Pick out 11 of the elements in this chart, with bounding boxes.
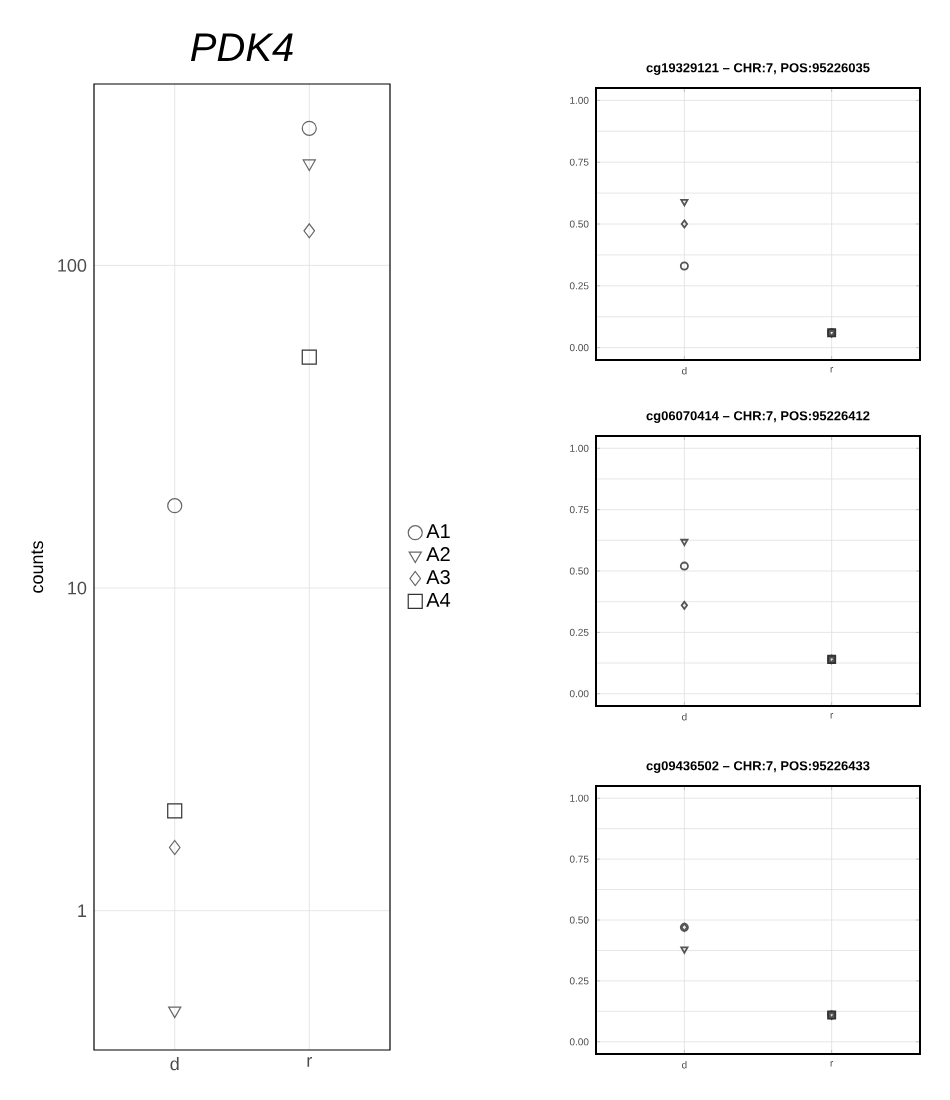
y-tick-label: 10	[68, 581, 87, 595]
legend-label: A3	[426, 570, 450, 585]
y-axis-title: counts	[31, 541, 44, 593]
y-tick-label: 1	[78, 904, 87, 917]
legend-label: A1	[426, 524, 450, 539]
x-tick-label: r	[307, 1057, 312, 1067]
legend-label: A4	[426, 592, 451, 607]
x-tick-label: d	[170, 1057, 179, 1071]
y-tick-label: 100	[58, 259, 87, 272]
chart-title: PDK4	[190, 33, 293, 61]
legend-label: A2	[426, 547, 450, 562]
